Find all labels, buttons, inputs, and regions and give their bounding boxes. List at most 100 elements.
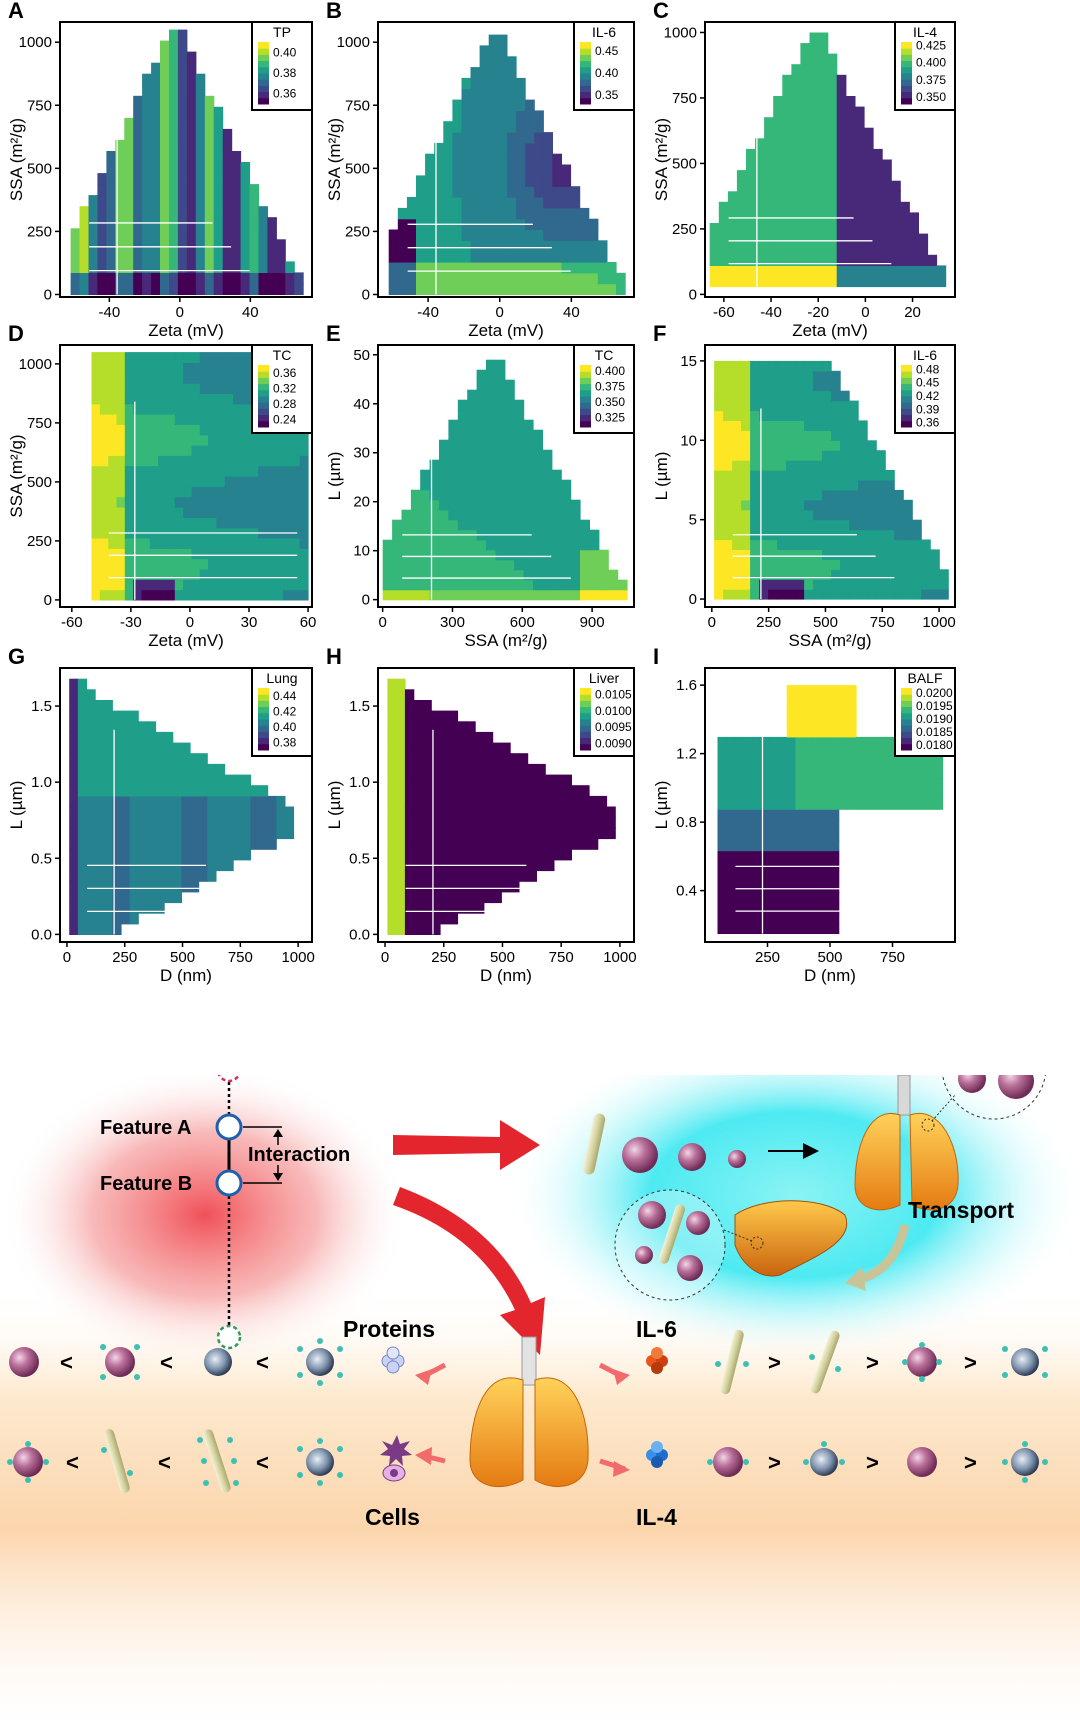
heat-cell [486, 589, 496, 601]
heat-cell [387, 774, 397, 786]
x-tick-label: 20 [904, 304, 921, 321]
heat-cell [387, 827, 397, 840]
heat-cell [514, 569, 525, 581]
heat-cell [169, 151, 179, 163]
heat-cell [108, 445, 118, 456]
heat-cell [714, 589, 724, 600]
heat-cell [103, 806, 113, 818]
heat-cell [571, 817, 581, 829]
heat-cell [116, 445, 126, 456]
heat-cell [497, 262, 508, 274]
heat-cell [890, 757, 900, 769]
heat-cell [882, 265, 892, 277]
heat-cell [396, 817, 406, 829]
heat-cell [542, 549, 553, 561]
heat-cell [726, 850, 736, 862]
heat-cell [858, 450, 868, 461]
heat-cell [181, 742, 191, 754]
heat-cell [169, 117, 179, 130]
heat-cell [183, 517, 192, 529]
heat-cell [918, 275, 929, 288]
heat-cell [467, 479, 478, 491]
heat-cell [69, 753, 79, 765]
heat-cell [786, 430, 796, 441]
heat-cell [804, 559, 814, 570]
heat-cell [99, 507, 109, 518]
heat-cell [746, 191, 756, 203]
heat-cell [813, 559, 823, 570]
heat-cell [840, 470, 850, 481]
heat-cell [488, 99, 499, 111]
heat-cell [723, 430, 733, 441]
heat-cell [149, 568, 159, 580]
heat-cell [213, 228, 224, 240]
heat-cell [440, 753, 450, 765]
ranking-il4 [707, 1441, 1048, 1483]
x-tick-label: 0 [378, 614, 386, 631]
heat-cell [755, 275, 765, 288]
heat-cell [881, 736, 892, 748]
heat-cell [534, 283, 544, 295]
heat-cell [299, 486, 309, 498]
heat-cell [734, 923, 745, 934]
heat-cell [782, 96, 792, 108]
heat-cell [723, 480, 733, 491]
heat-cell [86, 891, 96, 904]
heat-cell [561, 569, 572, 581]
heat-cell [406, 262, 417, 274]
heat-cell [570, 499, 581, 511]
heat-cell [588, 817, 599, 829]
heat-cell [241, 838, 251, 850]
heat-cell [918, 244, 929, 256]
heat-cell [741, 559, 751, 570]
heat-cell [155, 881, 165, 893]
heat-cell [160, 117, 170, 130]
heat-cell [849, 499, 859, 511]
legend-swatch [901, 722, 912, 726]
heat-cell [181, 817, 191, 829]
heat-cell [516, 175, 526, 187]
heat-cell [876, 460, 886, 471]
heat-cell [479, 229, 490, 241]
heat-cell [299, 538, 309, 549]
heat-cell [129, 913, 139, 925]
heat-cell [726, 871, 736, 883]
heat-cell [259, 817, 269, 829]
heat-cell [222, 228, 233, 240]
heat-cell [99, 517, 109, 529]
heat-cell [894, 529, 904, 541]
heat-cell [448, 479, 459, 491]
heat-cell [190, 785, 200, 797]
heat-cell [486, 459, 496, 471]
legend-swatch [258, 63, 269, 68]
heat-cell [838, 736, 848, 748]
heat-cell [486, 559, 496, 571]
heat-cell [818, 96, 829, 108]
heat-cell [79, 272, 89, 284]
heat-cell [466, 785, 476, 797]
heat-cell [108, 372, 118, 384]
heat-cell [812, 902, 822, 914]
heat-cell [476, 449, 487, 461]
heat-cell [523, 569, 534, 581]
heat-cell [413, 795, 424, 808]
heat-cell [166, 414, 176, 425]
heat-cell [467, 439, 478, 451]
heat-cell [448, 469, 459, 481]
heat-cell [813, 400, 823, 412]
heat-cell [476, 549, 487, 561]
heat-cell [570, 589, 581, 601]
heat-cell [750, 589, 760, 600]
heat-cell [99, 455, 109, 467]
legend-tick-label: 0.45 [916, 376, 940, 390]
legend-swatch [580, 377, 591, 381]
heat-cell [759, 559, 769, 570]
heat-cell [95, 881, 105, 893]
heat-cell [276, 283, 286, 295]
heat-cell [121, 763, 131, 776]
heat-cell [903, 519, 913, 531]
heat-cell [571, 795, 581, 808]
y-axis-label: L (µm) [325, 781, 344, 830]
heat-cell [77, 795, 88, 808]
heat-cell [570, 529, 581, 541]
